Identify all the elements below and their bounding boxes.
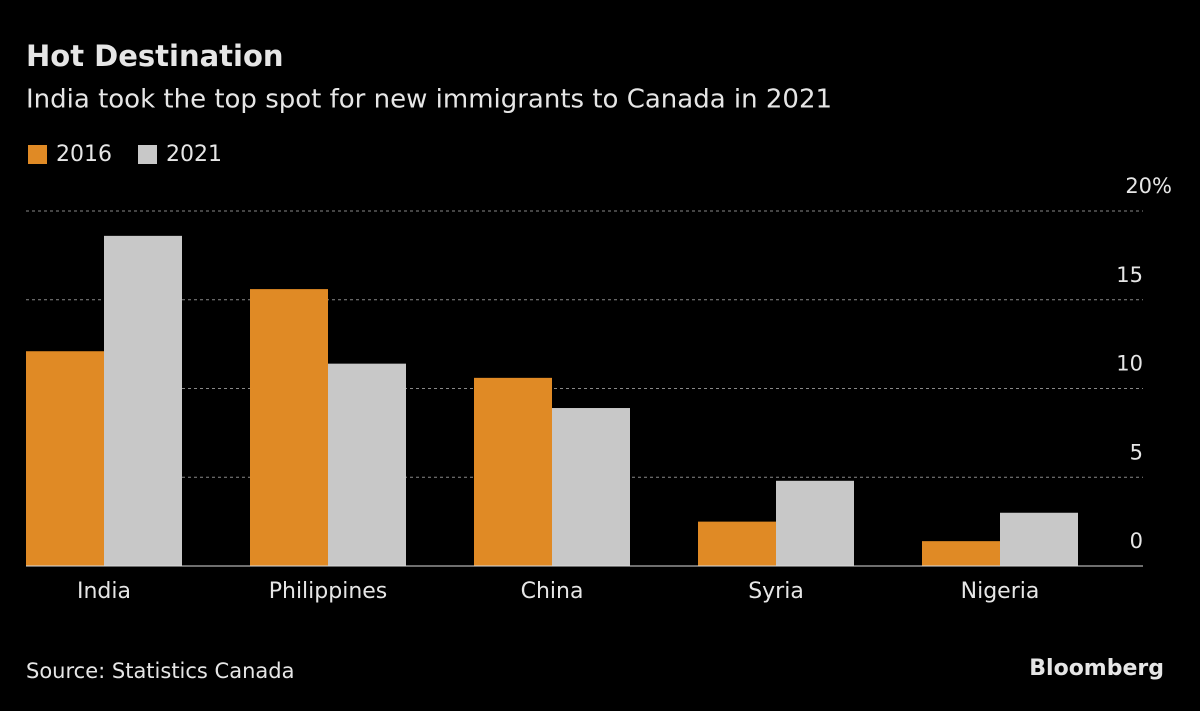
chart-title: Hot Destination <box>26 39 284 73</box>
y-tick-label: 10 <box>1116 352 1143 376</box>
bar <box>776 480 854 566</box>
bar <box>1000 512 1078 566</box>
legend-label: 2016 <box>56 142 112 167</box>
x-tick-label: Nigeria <box>961 579 1040 604</box>
bar <box>698 521 776 566</box>
bar <box>922 541 1000 566</box>
chart-subtitle: India took the top spot for new immigran… <box>26 85 832 115</box>
bar <box>328 363 406 566</box>
y-tick-label: 20% <box>1125 174 1172 198</box>
x-tick-label: Philippines <box>269 579 388 604</box>
bar <box>26 351 104 566</box>
x-tick-label: Syria <box>748 579 804 604</box>
bar <box>552 408 630 566</box>
x-tick-label: India <box>77 579 131 604</box>
legend-swatch <box>138 145 157 164</box>
legend-swatch <box>28 145 47 164</box>
source: Source: Statistics Canada <box>26 659 294 683</box>
bar <box>250 289 328 566</box>
bar <box>474 377 552 566</box>
y-tick-label: 5 <box>1130 440 1143 464</box>
bar <box>104 235 182 566</box>
y-tick-label: 15 <box>1116 263 1143 287</box>
x-tick-label: China <box>521 579 584 604</box>
legend-label: 2021 <box>166 142 222 167</box>
y-tick-label: 0 <box>1130 529 1143 553</box>
branding: Bloomberg <box>1029 656 1164 681</box>
